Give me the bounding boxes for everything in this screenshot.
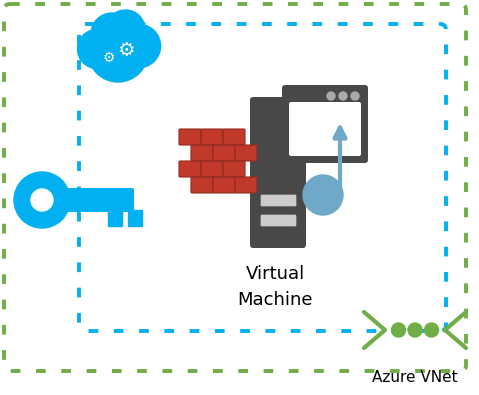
Bar	[108, 210, 122, 226]
FancyBboxPatch shape	[179, 129, 201, 145]
FancyBboxPatch shape	[201, 161, 223, 177]
Text: ⚙: ⚙	[103, 51, 115, 65]
Circle shape	[91, 13, 133, 55]
Circle shape	[78, 30, 116, 68]
FancyBboxPatch shape	[191, 145, 213, 161]
Circle shape	[327, 92, 335, 100]
FancyBboxPatch shape	[213, 177, 235, 193]
Circle shape	[408, 323, 422, 337]
Bar	[261, 195, 295, 205]
Circle shape	[351, 92, 359, 100]
Bar	[261, 215, 295, 225]
Circle shape	[391, 323, 406, 337]
Bar	[261, 195, 295, 205]
Circle shape	[117, 24, 160, 68]
FancyBboxPatch shape	[40, 188, 134, 212]
Bar	[128, 210, 142, 226]
FancyBboxPatch shape	[282, 85, 368, 163]
FancyBboxPatch shape	[223, 129, 245, 145]
Circle shape	[31, 189, 53, 211]
FancyBboxPatch shape	[235, 145, 257, 161]
Circle shape	[14, 172, 70, 228]
FancyBboxPatch shape	[235, 177, 257, 193]
Text: Virtual
Machine: Virtual Machine	[237, 265, 313, 309]
Bar	[261, 215, 295, 225]
FancyBboxPatch shape	[191, 177, 213, 193]
FancyBboxPatch shape	[250, 97, 306, 248]
Text: ⚙: ⚙	[117, 41, 135, 60]
Text: Azure VNet: Azure VNet	[372, 370, 458, 385]
Circle shape	[88, 22, 148, 82]
Circle shape	[339, 92, 347, 100]
Circle shape	[106, 10, 145, 49]
FancyBboxPatch shape	[289, 102, 361, 156]
FancyBboxPatch shape	[213, 145, 235, 161]
FancyBboxPatch shape	[179, 161, 201, 177]
FancyBboxPatch shape	[201, 129, 223, 145]
Circle shape	[424, 323, 438, 337]
Circle shape	[303, 175, 343, 215]
FancyBboxPatch shape	[223, 161, 245, 177]
